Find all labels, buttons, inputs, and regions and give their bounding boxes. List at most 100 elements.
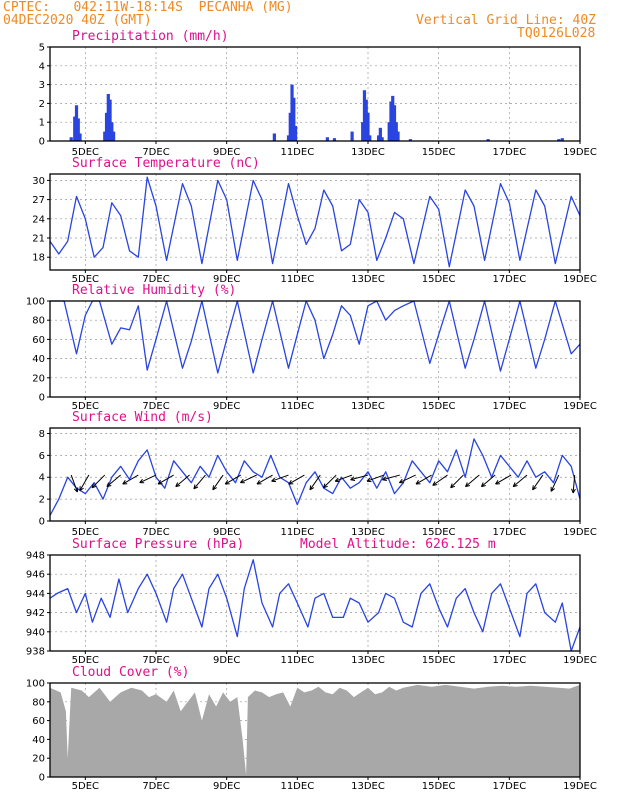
y-tick-label: 0 — [39, 773, 45, 784]
wind-arrow — [432, 474, 448, 486]
precip-bar — [350, 131, 354, 141]
wind-arrow — [193, 474, 206, 490]
precip-bar — [69, 137, 73, 141]
y-tick-label: 5 — [39, 43, 45, 54]
x-tick-label: 5DEC — [72, 401, 99, 412]
precip-bar — [293, 125, 298, 141]
y-tick-label: 40 — [32, 354, 45, 365]
x-tick-label: 15DEC — [422, 274, 456, 285]
wind-arrow — [239, 474, 257, 484]
precip-bar — [78, 133, 82, 141]
x-tick-label: 9DEC — [213, 655, 240, 666]
wind-arrow — [91, 474, 106, 489]
wind-arrow — [450, 474, 464, 489]
wind-arrow — [398, 474, 416, 484]
x-tick-label: 13DEC — [351, 401, 385, 412]
precip-bar — [364, 99, 368, 141]
x-tick-label: 5DEC — [72, 527, 99, 538]
x-tick-label: 19DEC — [563, 655, 597, 666]
x-tick-label: 13DEC — [351, 527, 385, 538]
x-tick-label: 7DEC — [142, 401, 169, 412]
precip-bar — [560, 138, 564, 141]
temperature-title: Surface Temperature (nC) — [72, 156, 260, 171]
x-tick-label: 15DEC — [422, 401, 456, 412]
wind-arrow — [465, 474, 480, 488]
precip-bar — [361, 122, 365, 141]
precip-bar — [103, 131, 107, 141]
temperature-frame — [49, 173, 581, 271]
y-tick-label: 4 — [39, 473, 45, 484]
precip-bar — [325, 137, 329, 141]
precip-bar — [112, 131, 116, 141]
precip-bar — [362, 90, 367, 141]
y-tick-label: 944 — [26, 589, 45, 600]
wind-arrow — [139, 474, 157, 484]
x-tick-label: 13DEC — [351, 781, 385, 792]
y-tick-label: 942 — [26, 608, 45, 619]
x-tick-label: 13DEC — [351, 274, 385, 285]
x-tick-label: 11DEC — [280, 781, 314, 792]
precip-bar — [290, 84, 294, 141]
precip-bar — [387, 122, 391, 141]
x-tick-label: 19DEC — [563, 401, 597, 412]
x-tick-label: 19DEC — [563, 274, 597, 285]
x-tick-label: 9DEC — [213, 401, 240, 412]
wind-arrow — [157, 474, 174, 485]
y-tick-label: 100 — [26, 297, 45, 308]
x-tick-label: 11DEC — [280, 274, 314, 285]
x-tick-label: 17DEC — [492, 527, 526, 538]
header-grid-line: Vertical Grid Line: 40Z — [416, 13, 597, 28]
wind-arrow — [271, 474, 289, 483]
wind-arrow — [532, 474, 544, 491]
y-tick-label: 30 — [32, 176, 45, 187]
wind-series-line — [49, 438, 581, 516]
precip-bar — [408, 139, 412, 141]
y-tick-label: 2 — [39, 99, 45, 110]
header-run-date: 04DEC2020 40Z (GMT) — [3, 13, 152, 28]
wind-arrow — [79, 474, 90, 492]
x-tick-label: 11DEC — [280, 655, 314, 666]
wind-title: Surface Wind (m/s) — [72, 410, 213, 425]
y-tick-label: 80 — [32, 697, 45, 708]
pressure-frame — [49, 554, 581, 652]
y-tick-label: 60 — [32, 335, 45, 346]
x-tick-label: 13DEC — [351, 655, 385, 666]
temperature-series-line — [49, 176, 581, 268]
x-tick-label: 15DEC — [422, 781, 456, 792]
cloud-cover-title: Cloud Cover (%) — [72, 665, 189, 680]
precip-bar — [396, 131, 400, 141]
wind-arrow — [175, 474, 190, 488]
precip-bar — [377, 135, 381, 141]
x-tick-label: 9DEC — [213, 527, 240, 538]
y-tick-label: 24 — [32, 214, 45, 225]
wind-arrow — [288, 474, 305, 485]
pressure-title: Surface Pressure (hPa) — [72, 537, 244, 552]
x-tick-label: 13DEC — [351, 147, 385, 158]
temperature-panel — [47, 173, 581, 273]
x-tick-label: 11DEC — [280, 401, 314, 412]
wind-arrow — [256, 474, 273, 485]
wind-arrow — [571, 475, 576, 494]
model-altitude-label: Model Altitude: 626.125 m — [300, 537, 496, 552]
y-tick-label: 946 — [26, 570, 45, 581]
y-tick-label: 18 — [32, 253, 45, 264]
y-tick-label: 8 — [39, 429, 45, 440]
wind-arrow — [322, 474, 337, 489]
pressure-panel — [47, 554, 581, 654]
x-tick-label: 7DEC — [142, 274, 169, 285]
x-tick-label: 15DEC — [422, 527, 456, 538]
y-tick-label: 0 — [39, 517, 45, 528]
x-tick-label: 7DEC — [142, 147, 169, 158]
x-tick-label: 19DEC — [563, 527, 597, 538]
x-tick-label: 9DEC — [213, 147, 240, 158]
precipitation-panel — [47, 46, 581, 144]
wind-arrow — [415, 474, 432, 485]
humidity-series-line — [50, 300, 581, 374]
wind-arrow — [382, 474, 400, 482]
x-tick-label: 19DEC — [563, 147, 597, 158]
y-tick-label: 0 — [39, 393, 45, 404]
x-tick-label: 17DEC — [492, 655, 526, 666]
precip-bar — [272, 133, 276, 141]
precip-bar — [332, 138, 337, 141]
